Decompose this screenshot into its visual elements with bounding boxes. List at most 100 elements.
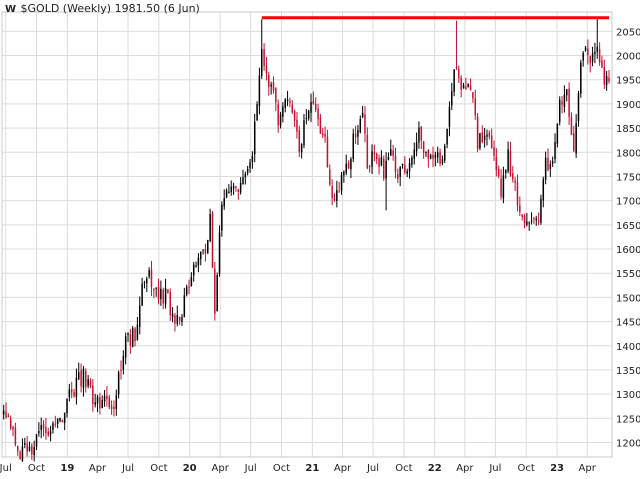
candle-up: [385, 160, 387, 179]
candle-up: [399, 167, 401, 177]
candle-down: [521, 214, 523, 218]
candle-down: [5, 411, 7, 418]
candle-down: [394, 155, 397, 172]
candle-up: [78, 372, 80, 380]
candle-up: [371, 151, 373, 167]
candle-down: [263, 49, 265, 66]
candle-up: [141, 283, 143, 306]
candle-up: [258, 75, 261, 106]
candle-up: [103, 396, 106, 402]
candle-up: [556, 123, 559, 144]
candle-up: [303, 120, 305, 146]
candle-up: [221, 204, 223, 231]
candle-down: [460, 77, 462, 90]
candle-up: [232, 186, 235, 189]
candle-up: [2, 410, 5, 415]
candle-up: [183, 295, 186, 318]
y-tick-label: 1350: [616, 366, 640, 377]
candle-down: [392, 150, 394, 156]
candle-down: [54, 423, 57, 425]
candle-up: [192, 264, 195, 276]
candle-up: [336, 190, 338, 202]
candle-up: [148, 270, 150, 277]
x-tick-label: Jul: [0, 463, 12, 474]
candle-up: [436, 152, 439, 158]
candle-down: [169, 292, 172, 316]
candle-up: [502, 175, 505, 199]
candle-up: [387, 157, 390, 161]
x-tick-label: Oct: [150, 463, 167, 474]
x-tick-label-year: 23: [550, 463, 564, 474]
candle-down: [70, 389, 73, 393]
x-tick-label: Jul: [121, 463, 134, 474]
candle-up: [575, 123, 577, 154]
candle-up: [554, 141, 556, 160]
candle-down: [547, 157, 549, 171]
candle-up: [176, 315, 179, 324]
candle-down: [106, 395, 108, 399]
candle-up: [479, 133, 481, 149]
candle-down: [338, 191, 340, 193]
candle-down: [211, 213, 214, 268]
candle-down: [312, 100, 315, 104]
candle-down: [472, 92, 474, 99]
candle-up: [486, 134, 488, 137]
candle-up: [429, 155, 432, 159]
candle-up: [139, 305, 141, 327]
candle-down: [497, 169, 500, 177]
candle-up: [434, 155, 437, 158]
candle-down: [509, 150, 512, 176]
candle-up: [507, 149, 509, 172]
candle-up: [535, 218, 538, 221]
candle-up: [256, 104, 258, 121]
candle-down: [17, 446, 19, 452]
candle-down: [7, 416, 10, 418]
candle-down: [404, 165, 406, 173]
candle-up: [209, 214, 211, 241]
candle-up: [270, 84, 272, 87]
candle-down: [322, 133, 324, 136]
candle-down: [265, 65, 268, 74]
y-tick-label: 1300: [616, 390, 640, 401]
candle-up: [28, 446, 31, 451]
candle-down: [80, 370, 82, 387]
candle-down: [153, 288, 155, 291]
candle-up: [425, 152, 427, 154]
candle-down: [568, 88, 570, 117]
candle-up: [401, 163, 404, 166]
candle-up: [300, 144, 303, 153]
candle-up: [249, 162, 251, 169]
candle-up: [418, 127, 420, 143]
candle-down: [319, 118, 322, 134]
y-tick-label: 1850: [616, 124, 640, 135]
candle-down: [108, 396, 111, 408]
candle-down: [601, 60, 603, 68]
candle-up: [21, 446, 24, 461]
candle-up: [218, 232, 221, 274]
candle-down: [368, 166, 371, 168]
candle-up: [40, 425, 42, 430]
candle-down: [178, 317, 181, 321]
candle-down: [366, 134, 369, 169]
candle-down: [129, 334, 132, 346]
candle-up: [282, 106, 284, 117]
candle-down: [317, 108, 319, 120]
candle-down: [61, 420, 64, 422]
candle-down: [12, 426, 14, 430]
candle-down: [324, 133, 326, 138]
candle-up: [542, 179, 545, 201]
candle-down: [375, 153, 378, 160]
candle-down: [523, 215, 526, 224]
candle-down: [237, 189, 240, 193]
candle-up: [558, 99, 561, 122]
candle-down: [296, 119, 298, 132]
candle-up: [540, 198, 542, 223]
candle-down: [587, 48, 589, 55]
candle-down: [537, 220, 540, 222]
x-tick-label: Apr: [334, 463, 352, 474]
candle-up: [239, 182, 242, 193]
candle-down: [458, 68, 460, 79]
x-tick-label: Apr: [89, 463, 107, 474]
